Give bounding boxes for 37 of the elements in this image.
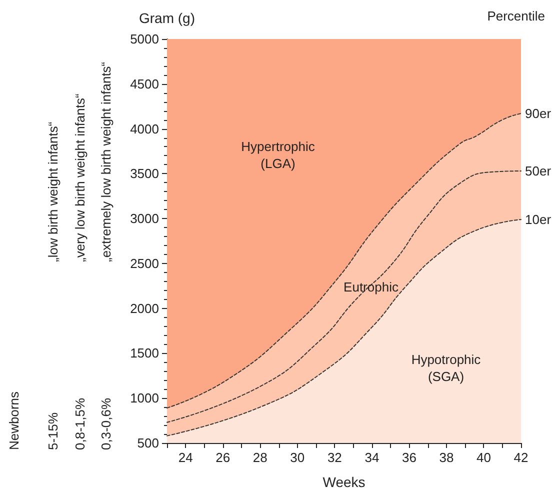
x-tick-label: 26 — [216, 450, 230, 465]
series-label: 90er — [525, 106, 552, 122]
x-tick-label: 30 — [290, 450, 305, 465]
y-tick-label: 3000 — [130, 211, 159, 226]
x-tick-label: 32 — [327, 450, 342, 465]
y-tick-label: 500 — [137, 436, 159, 450]
text: 5-15% — [46, 412, 60, 450]
text: „very low birth weight infants“ — [72, 94, 88, 262]
x-tick-label: 38 — [439, 450, 454, 465]
y-tick-label: 5000 — [130, 32, 159, 46]
x-axis-title: Weeks — [322, 474, 366, 490]
series-label: 10er — [525, 212, 552, 227]
text: „low birth weight infants“ — [46, 122, 60, 262]
annotation: Hypertrophic (LGA) — [241, 139, 316, 171]
x-tick-label: 36 — [402, 450, 416, 465]
text: „extremely low birth weight infants“ — [98, 62, 114, 262]
line-series — [166, 170, 522, 423]
y-tick-label: 1500 — [130, 346, 159, 361]
annotation: Eutrophic — [344, 280, 399, 294]
y-tick-label: 4000 — [130, 121, 159, 136]
x-tick-label: 24 — [178, 450, 193, 465]
x-tick-label: 34 — [364, 450, 380, 465]
x-tick-label: 42 — [514, 450, 528, 465]
x-tick-label: 40 — [476, 450, 491, 465]
y-tick-label: 2000 — [130, 300, 159, 316]
text: 0,8-1,5% — [72, 398, 88, 450]
annotation: Hypotrophic (SGA) — [411, 352, 482, 384]
y-tick-label: 2500 — [130, 256, 159, 271]
y-tick-label: 1000 — [130, 390, 159, 406]
text: Percentile — [487, 8, 545, 24]
text: 0,3-0,6% — [98, 398, 114, 450]
x-tick-label: 28 — [252, 450, 268, 465]
y-tick-label: 3500 — [130, 166, 159, 182]
text: Newborns — [6, 390, 22, 450]
y-axis-title: Gram (g) — [139, 10, 195, 26]
y-tick-label: 4500 — [130, 76, 159, 92]
series-label: 50er — [525, 163, 552, 178]
